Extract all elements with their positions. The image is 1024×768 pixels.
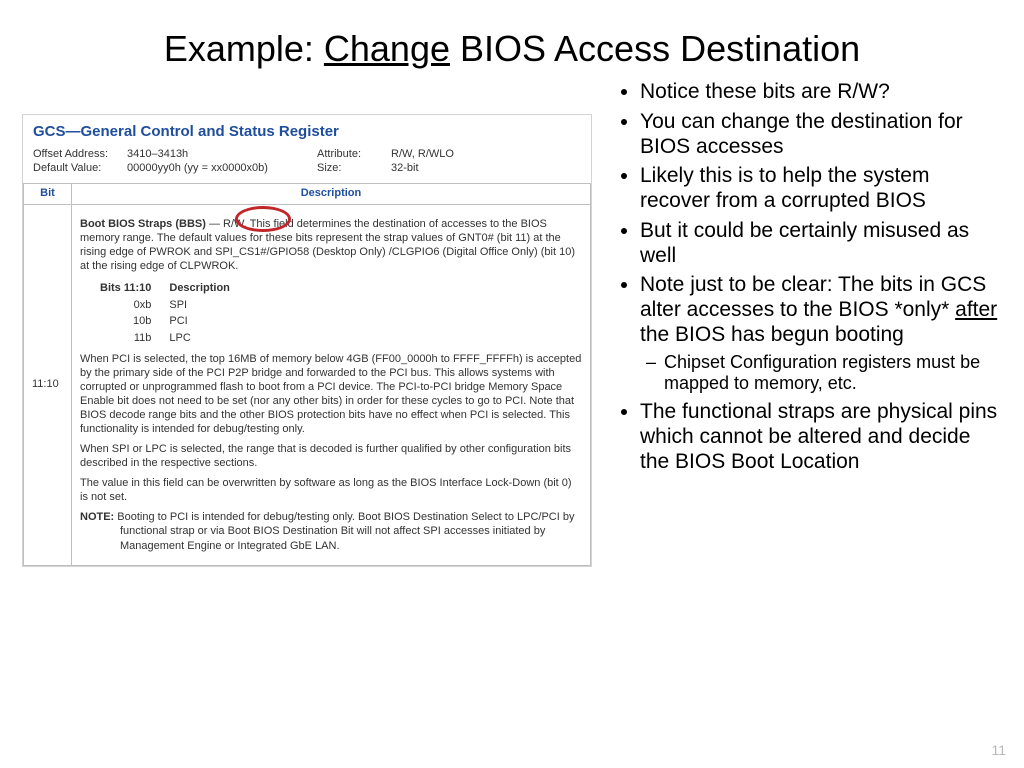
- register-title: GCS—General Control and Status Register: [23, 115, 591, 148]
- table-row: 10b PCI: [98, 313, 246, 329]
- note-text: Booting to PCI is intended for debug/tes…: [114, 511, 574, 551]
- sub-bullet-list: Chipset Configuration registers must be …: [640, 352, 1002, 394]
- table-row: 0xb SPI: [98, 297, 246, 313]
- attribute-label: Attribute:: [317, 148, 391, 162]
- th-bit: Bit: [24, 184, 72, 205]
- default-value: 00000yy0h (yy = xx0000x0b): [127, 162, 317, 176]
- bit-range-cell: 11:10: [24, 205, 72, 566]
- slide-title: Example: Change BIOS Access Destination: [0, 0, 1024, 80]
- bit-description-table: Bit Description 11:10 Boot BIOS Straps (…: [23, 183, 591, 565]
- overwrite-paragraph: The value in this field can be overwritt…: [80, 476, 582, 504]
- title-pre: Example:: [164, 28, 324, 69]
- title-underlined: Change: [324, 28, 450, 69]
- register-header-block: Offset Address: 3410–3413h Attribute: R/…: [23, 148, 591, 184]
- size-value: 32-bit: [391, 162, 581, 176]
- offset-label: Offset Address:: [33, 148, 127, 162]
- th-description: Description: [72, 184, 591, 205]
- bullet-list: Notice these bits are R/W? You can chang…: [612, 80, 1002, 474]
- description-cell: Boot BIOS Straps (BBS) — R/W. This field…: [72, 205, 591, 566]
- sub-th-desc: Description: [167, 279, 246, 297]
- offset-value: 3410–3413h: [127, 148, 317, 162]
- sub-th-bits: Bits 11:10: [98, 279, 167, 297]
- bullet-text-pre: Note just to be clear: The bits in GCS a…: [640, 273, 986, 321]
- bullet-text-under: after: [955, 298, 997, 321]
- bullet-item: You can change the destination for BIOS …: [640, 110, 1002, 160]
- spi-paragraph: When SPI or LPC is selected, the range t…: [80, 442, 582, 470]
- datasheet-excerpt: GCS—General Control and Status Register …: [22, 114, 592, 567]
- table-row: 11:10 Boot BIOS Straps (BBS) — R/W. This…: [24, 205, 591, 566]
- sub-bits: 0xb: [98, 297, 167, 313]
- bullet-item: Likely this is to help the system recove…: [640, 164, 1002, 214]
- pci-paragraph: When PCI is selected, the top 16MB of me…: [80, 352, 582, 436]
- title-post: BIOS Access Destination: [450, 28, 860, 69]
- sub-desc: PCI: [167, 313, 246, 329]
- page-number: 11: [991, 742, 1006, 758]
- bullet-column: Notice these bits are R/W? You can chang…: [592, 80, 1002, 567]
- table-row: 11b LPC: [98, 330, 246, 346]
- sub-desc: LPC: [167, 330, 246, 346]
- bullet-item: The functional straps are physical pins …: [640, 400, 1002, 474]
- sub-bits: 11b: [98, 330, 167, 346]
- note-label: NOTE:: [80, 511, 114, 523]
- sub-bits: 10b: [98, 313, 167, 329]
- bullet-item: Note just to be clear: The bits in GCS a…: [640, 273, 1002, 394]
- bullet-item: Notice these bits are R/W?: [640, 80, 1002, 105]
- bits-sub-table: Bits 11:10 Description 0xb SPI 10b PCI: [98, 279, 246, 345]
- strap-name: Boot BIOS Straps (BBS): [80, 218, 206, 230]
- sub-bullet-item: Chipset Configuration registers must be …: [664, 352, 1002, 394]
- default-label: Default Value:: [33, 162, 127, 176]
- attribute-value: R/W, R/WLO: [391, 148, 581, 162]
- size-label: Size:: [317, 162, 391, 176]
- sub-desc: SPI: [167, 297, 246, 313]
- bullet-text-post: the BIOS has begun booting: [640, 323, 904, 346]
- bullet-item: But it could be certainly misused as wel…: [640, 219, 1002, 269]
